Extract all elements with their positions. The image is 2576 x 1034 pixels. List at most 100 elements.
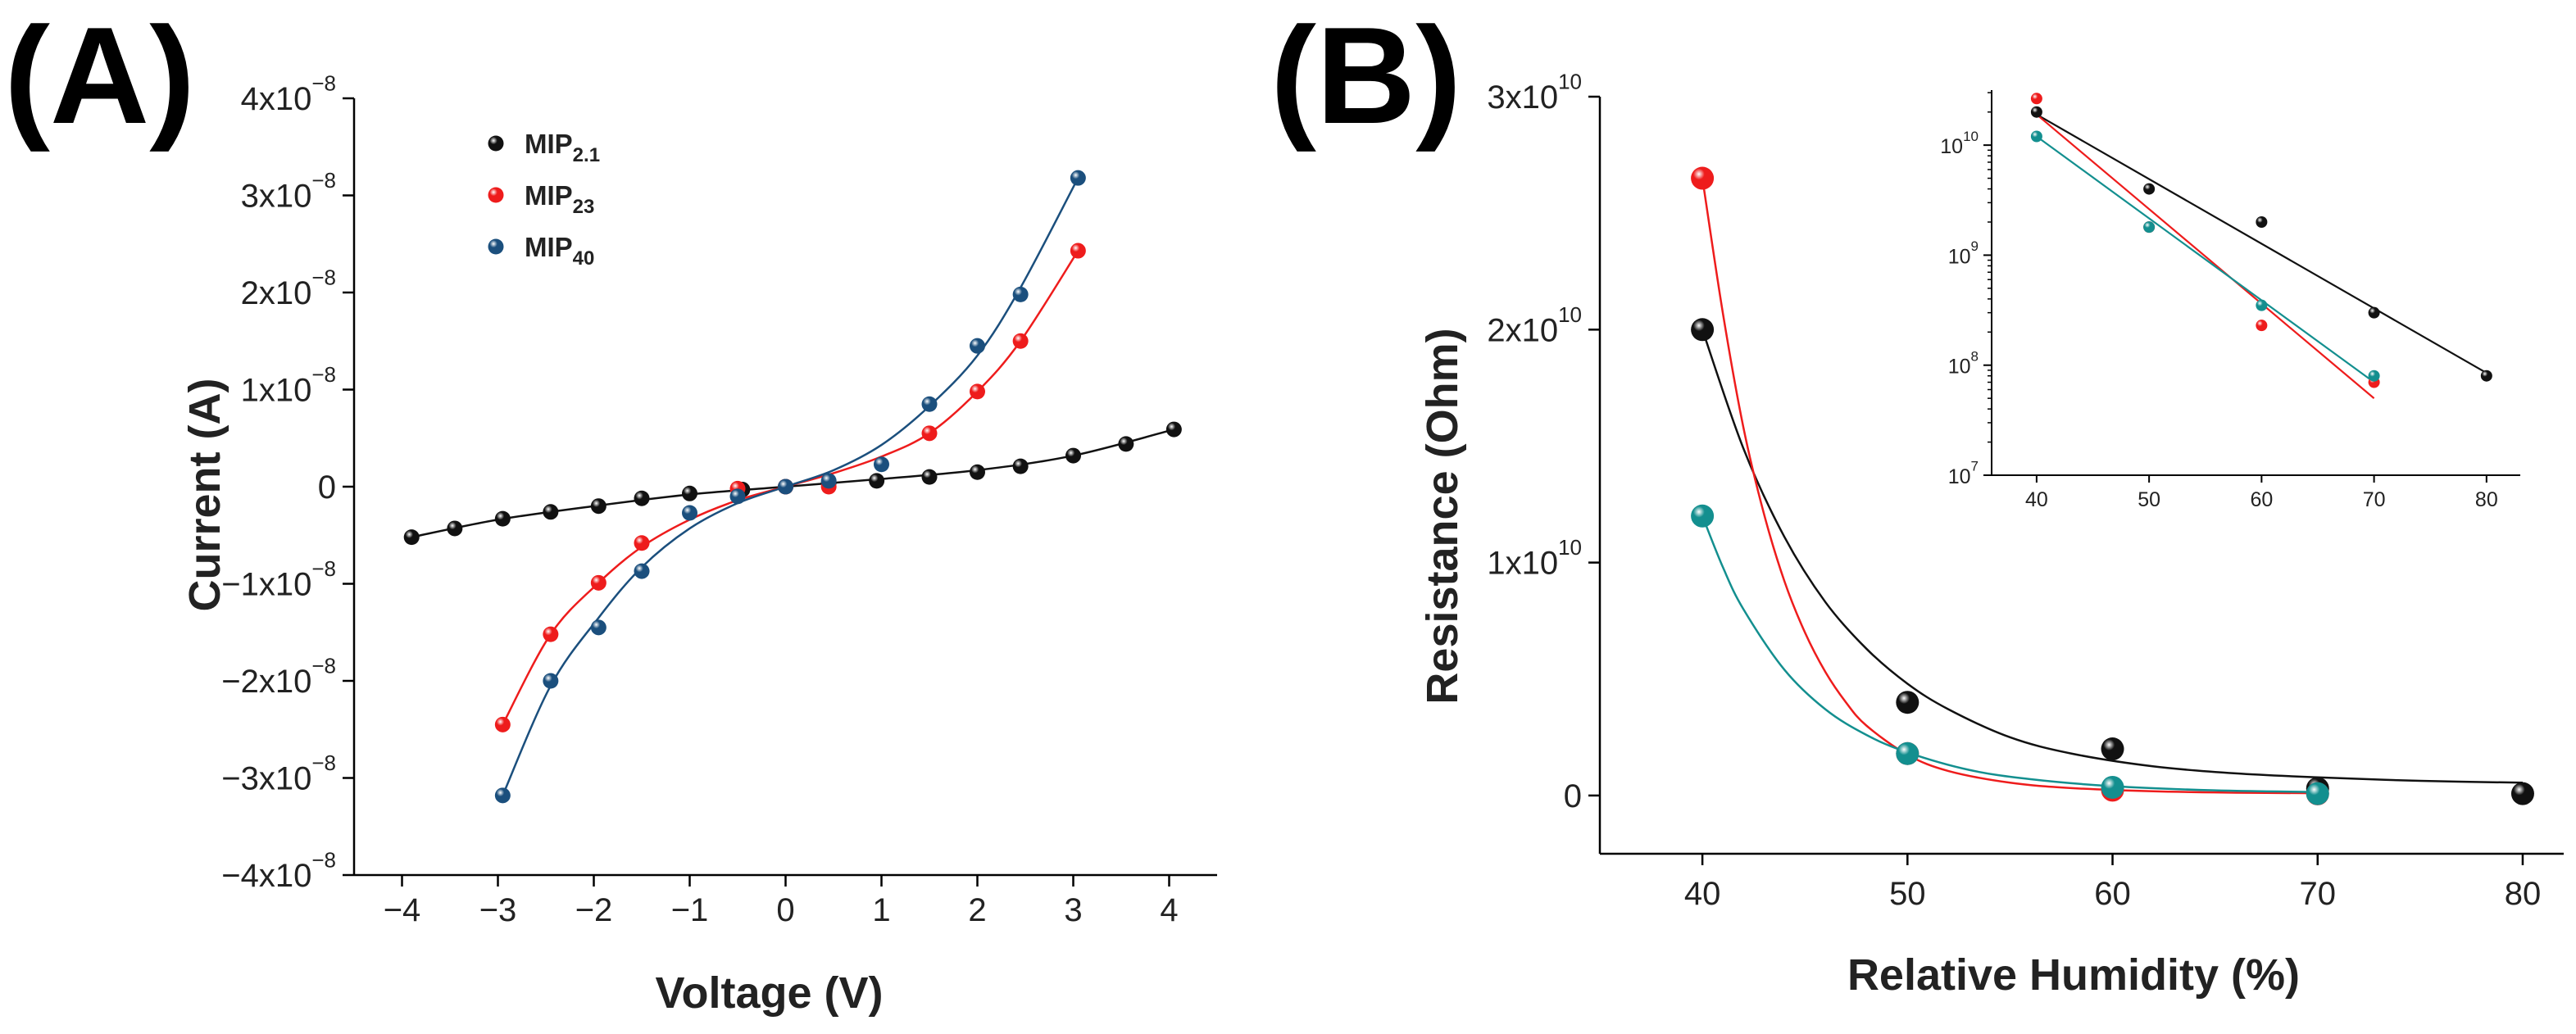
data-point-MIP23: [494, 716, 511, 732]
data-point-MIP2.1: [1012, 458, 1029, 474]
y-axis-title: Resistance (Ohm): [1418, 328, 1467, 704]
data-point-MIP40: [2101, 775, 2124, 799]
data-point-MIP23: [1691, 166, 1715, 190]
data-point-MIP40: [1896, 741, 1920, 765]
data-point-MIP40: [820, 473, 837, 489]
inset-x-tick-label: 60: [2250, 488, 2273, 511]
y-tick-label: 2x10−8: [241, 265, 336, 311]
data-point-MIP2.1: [1896, 691, 1920, 714]
data-point-MIP2.1: [403, 529, 420, 546]
inset-y-tick-label: 1010: [1940, 129, 1979, 158]
y-tick-label: 3x1010: [1487, 70, 1582, 116]
data-point-MIP40: [1012, 286, 1029, 302]
chart-b-inset: 40 50 60 70 80 107 108 109 1010: [1940, 90, 2520, 511]
inset-fit-line-MIP40: [2036, 135, 2375, 383]
legend-marker-MIP40: [488, 238, 504, 255]
inset-data-point-MIP2.1: [2030, 106, 2042, 118]
x-tick-label: 0: [776, 892, 794, 928]
data-point-MIP2.1: [1118, 436, 1134, 452]
data-point-MIP23: [590, 574, 607, 591]
y-tick-label: 4x10−8: [241, 71, 336, 117]
x-tick-label: 60: [2094, 876, 2131, 912]
data-point-MIP2.1: [869, 473, 885, 489]
data-point-MIP23: [1012, 333, 1029, 349]
inset-x-tick-label: 40: [2025, 488, 2048, 511]
inset-x-tick-label: 70: [2363, 488, 2386, 511]
x-axis-title: Voltage (V): [655, 968, 883, 1018]
y-tick-label: 2x1010: [1487, 302, 1582, 348]
data-point-MIP40: [590, 619, 607, 636]
inset-data-point-MIP40: [2030, 130, 2042, 143]
inset-y-tick-label: 109: [1948, 238, 1979, 268]
data-point-MIP40: [634, 563, 650, 579]
y-tick-label: 0: [1564, 778, 1582, 814]
fit-line-MIP40: [1701, 515, 2318, 793]
data-point-MIP2.1: [970, 464, 985, 480]
data-point-MIP2.1: [682, 485, 697, 501]
data-point-MIP23: [921, 425, 938, 442]
data-point-MIP2.1: [543, 504, 559, 520]
data-point-MIP23: [634, 535, 650, 551]
y-tick-label: −3x10−8: [221, 751, 336, 796]
inset-x-tick-label: 80: [2475, 488, 2498, 511]
data-point-MIP40: [970, 338, 985, 354]
x-tick-label: 1: [872, 892, 890, 928]
x-tick-label: −3: [479, 892, 517, 928]
panel-b-label: (B): [1270, 0, 1461, 152]
data-point-MIP2.1: [590, 498, 607, 515]
data-point-MIP2.1: [2510, 782, 2534, 805]
data-point-MIP2.1: [1165, 421, 1182, 438]
inset-data-point-MIP2.1: [2143, 183, 2156, 195]
data-point-MIP2.1: [1065, 447, 1081, 464]
y-tick-label: 0: [318, 469, 336, 506]
x-tick-label: −4: [384, 892, 421, 928]
legend-label-MIP40: MIP40: [525, 232, 594, 270]
data-point-MIP40: [778, 478, 793, 495]
legend-label-MIP2.1: MIP2.1: [525, 129, 600, 166]
x-tick-label: −1: [671, 892, 709, 928]
x-tick-label: 4: [1160, 892, 1178, 928]
data-point-MIP40: [2306, 782, 2329, 805]
x-tick-label: 3: [1064, 892, 1082, 928]
legend-marker-MIP23: [488, 187, 504, 203]
inset-y-tick-label: 107: [1948, 459, 1979, 488]
y-tick-label: 3x10−8: [241, 168, 336, 214]
chart-b: 40 50 60 70 80 0 1x1010 2x1010 3x1010 Relative Hu…: [1418, 70, 2564, 1000]
legend-label-MIP23: MIP23: [525, 180, 594, 218]
data-point-MIP40: [543, 673, 559, 689]
x-tick-label: 40: [1684, 876, 1721, 912]
x-tick-label: −2: [575, 892, 613, 928]
x-tick-label: 70: [2299, 876, 2336, 912]
data-point-MIP40: [1070, 170, 1086, 186]
inset-data-point-MIP2.1: [2368, 306, 2380, 319]
x-tick-label: 2: [968, 892, 986, 928]
data-point-MIP40: [874, 456, 889, 473]
data-point-MIP2.1: [634, 490, 650, 506]
inset-data-point-MIP23: [2256, 320, 2268, 332]
data-point-MIP40: [494, 787, 511, 804]
inset-data-point-MIP40: [2256, 299, 2268, 311]
inset-fit-line-MIP2.1: [2036, 113, 2487, 374]
y-tick-label: −4x10−8: [221, 848, 336, 894]
y-tick-label: 1x10−8: [241, 362, 336, 408]
inset-data-point-MIP2.1: [2256, 216, 2268, 229]
data-point-MIP40: [729, 488, 746, 505]
inset-x-tick-label: 50: [2138, 488, 2160, 511]
y-tick-label: −1x10−8: [221, 556, 336, 602]
panel-a-label: (A): [4, 0, 195, 152]
data-point-MIP23: [1070, 243, 1086, 259]
x-axis-title: Relative Humidity (%): [1847, 950, 2300, 1000]
data-point-MIP40: [1691, 504, 1715, 528]
data-point-MIP40: [682, 505, 697, 521]
data-point-MIP23: [970, 383, 985, 400]
x-tick-label: 50: [1889, 876, 1926, 912]
data-point-MIP23: [543, 626, 559, 642]
data-point-MIP2.1: [447, 520, 463, 537]
y-tick-label: 1x1010: [1487, 535, 1582, 581]
data-point-MIP2.1: [1691, 318, 1715, 342]
inset-fit-line-MIP23: [2036, 113, 2375, 399]
inset-data-point-MIP23: [2030, 93, 2042, 105]
chart-a: −4 −3 −2 −1 0 1 2 3 4 −4x10−8 −3x10−8 −2x10−8 −1x10−…: [180, 71, 1217, 1018]
y-axis-title: Current (A): [180, 379, 229, 612]
